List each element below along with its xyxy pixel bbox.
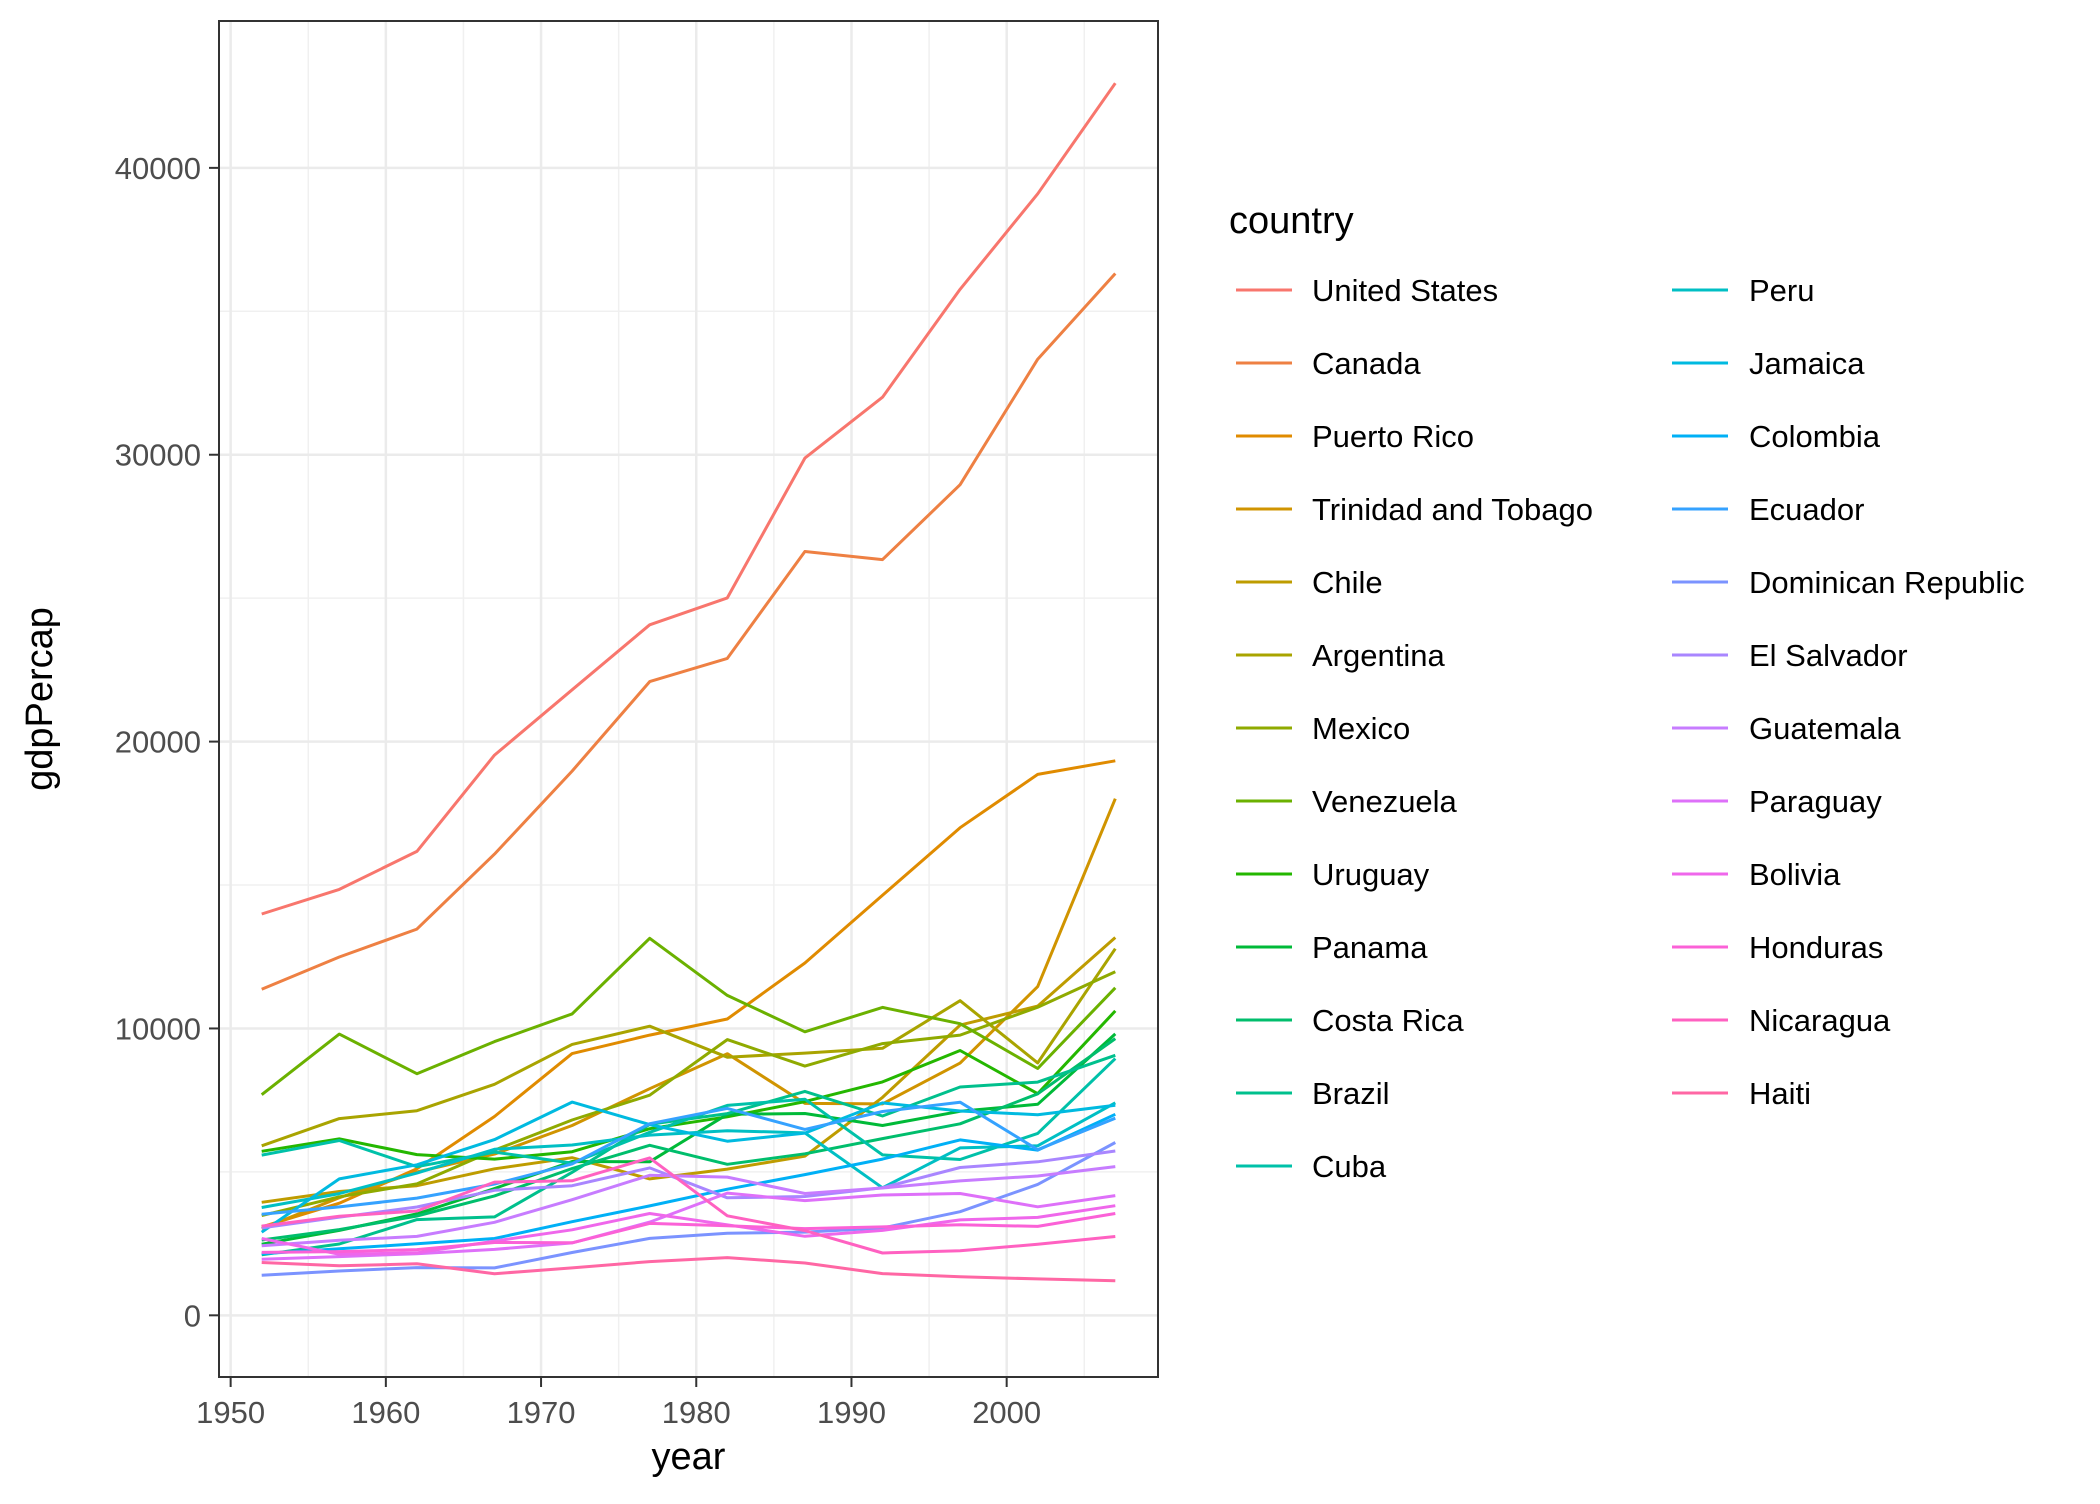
legend: country United States Canada Puerto Rico Tr… <box>1229 200 2025 1184</box>
x-tick-label: 1950 <box>196 1395 265 1430</box>
x-tick-label: 1990 <box>817 1395 886 1430</box>
x-tick-label: 1970 <box>507 1395 576 1430</box>
legend-label-colombia: Colombia <box>1749 419 1881 454</box>
legend-label-guatemala: Guatemala <box>1749 711 1901 746</box>
series-line-bolivia <box>261 1204 1116 1256</box>
legend-label-uruguay: Uruguay <box>1312 857 1430 892</box>
y-tick-label: 40000 <box>115 151 201 186</box>
legend-label-jamaica: Jamaica <box>1749 346 1865 381</box>
major-gridlines <box>219 21 1158 1377</box>
legend-label-dominican-republic: Dominican Republic <box>1749 565 2025 600</box>
series-lines <box>260 82 1117 1283</box>
x-tick-label: 1960 <box>351 1395 420 1430</box>
series-line-uruguay <box>261 1009 1117 1161</box>
panel-background <box>219 21 1158 1377</box>
series-line-canada <box>261 272 1117 991</box>
legend-label-brazil: Brazil <box>1312 1076 1390 1111</box>
legend-label-chile: Chile <box>1312 565 1383 600</box>
legend-label-mexico: Mexico <box>1312 711 1410 746</box>
legend-label-costa-rica: Costa Rica <box>1312 1003 1464 1038</box>
legend-label-paraguay: Paraguay <box>1749 784 1882 819</box>
legend-label-argentina: Argentina <box>1312 638 1445 673</box>
legend-label-venezuela: Venezuela <box>1312 784 1458 819</box>
legend-label-puerto-rico: Puerto Rico <box>1312 419 1474 454</box>
series-line-haiti <box>261 1256 1116 1283</box>
y-tick-label: 20000 <box>115 725 201 760</box>
legend-items: United States Canada Puerto Rico Trinidad a… <box>1236 273 2025 1184</box>
y-axis: 0 10000 20000 30000 40000 <box>115 151 219 1333</box>
series-line-el-salvador <box>261 1149 1116 1230</box>
legend-label-panama: Panama <box>1312 930 1428 965</box>
x-axis-title: year <box>652 1436 726 1478</box>
x-axis: 1950 1960 1970 1980 1990 2000 <box>196 1377 1041 1430</box>
series-line-colombia <box>261 1112 1116 1256</box>
legend-label-peru: Peru <box>1749 273 1814 308</box>
series-line-costa-rica <box>261 1037 1117 1242</box>
series-line-nicaragua <box>261 1156 1116 1255</box>
legend-label-united-states: United States <box>1312 273 1498 308</box>
plot-panel <box>218 20 1159 1378</box>
series-line-cuba <box>261 1057 1117 1169</box>
x-tick-label: 2000 <box>972 1395 1041 1430</box>
y-tick-label: 0 <box>184 1298 201 1333</box>
series-line-ecuador <box>261 1100 1116 1216</box>
series-line-venezuela <box>260 936 1117 1096</box>
y-tick-label: 10000 <box>115 1011 201 1046</box>
series-line-honduras <box>261 1212 1116 1254</box>
legend-label-haiti: Haiti <box>1749 1076 1811 1111</box>
series-line-guatemala <box>261 1165 1116 1248</box>
legend-label-canada: Canada <box>1312 346 1421 381</box>
legend-label-bolivia: Bolivia <box>1749 857 1841 892</box>
y-tick-label: 30000 <box>115 438 201 473</box>
legend-label-nicaragua: Nicaragua <box>1749 1003 1891 1038</box>
series-line-dominican-republic <box>261 1141 1117 1277</box>
legend-label-trinidad-and-tobago: Trinidad and Tobago <box>1312 492 1593 527</box>
minor-gridlines <box>219 21 1158 1377</box>
y-axis-title: gdpPercap <box>19 607 61 791</box>
panel-border <box>218 20 1159 1378</box>
legend-title: country <box>1229 200 1354 242</box>
series-line-united-states <box>261 82 1117 916</box>
legend-label-ecuador: Ecuador <box>1749 492 1864 527</box>
legend-label-el-salvador: El Salvador <box>1749 638 1908 673</box>
series-line-argentina <box>261 947 1117 1148</box>
legend-label-honduras: Honduras <box>1749 930 1883 965</box>
x-tick-label: 1980 <box>662 1395 731 1430</box>
legend-label-cuba: Cuba <box>1312 1149 1387 1184</box>
series-line-puerto-rico <box>261 759 1116 1229</box>
